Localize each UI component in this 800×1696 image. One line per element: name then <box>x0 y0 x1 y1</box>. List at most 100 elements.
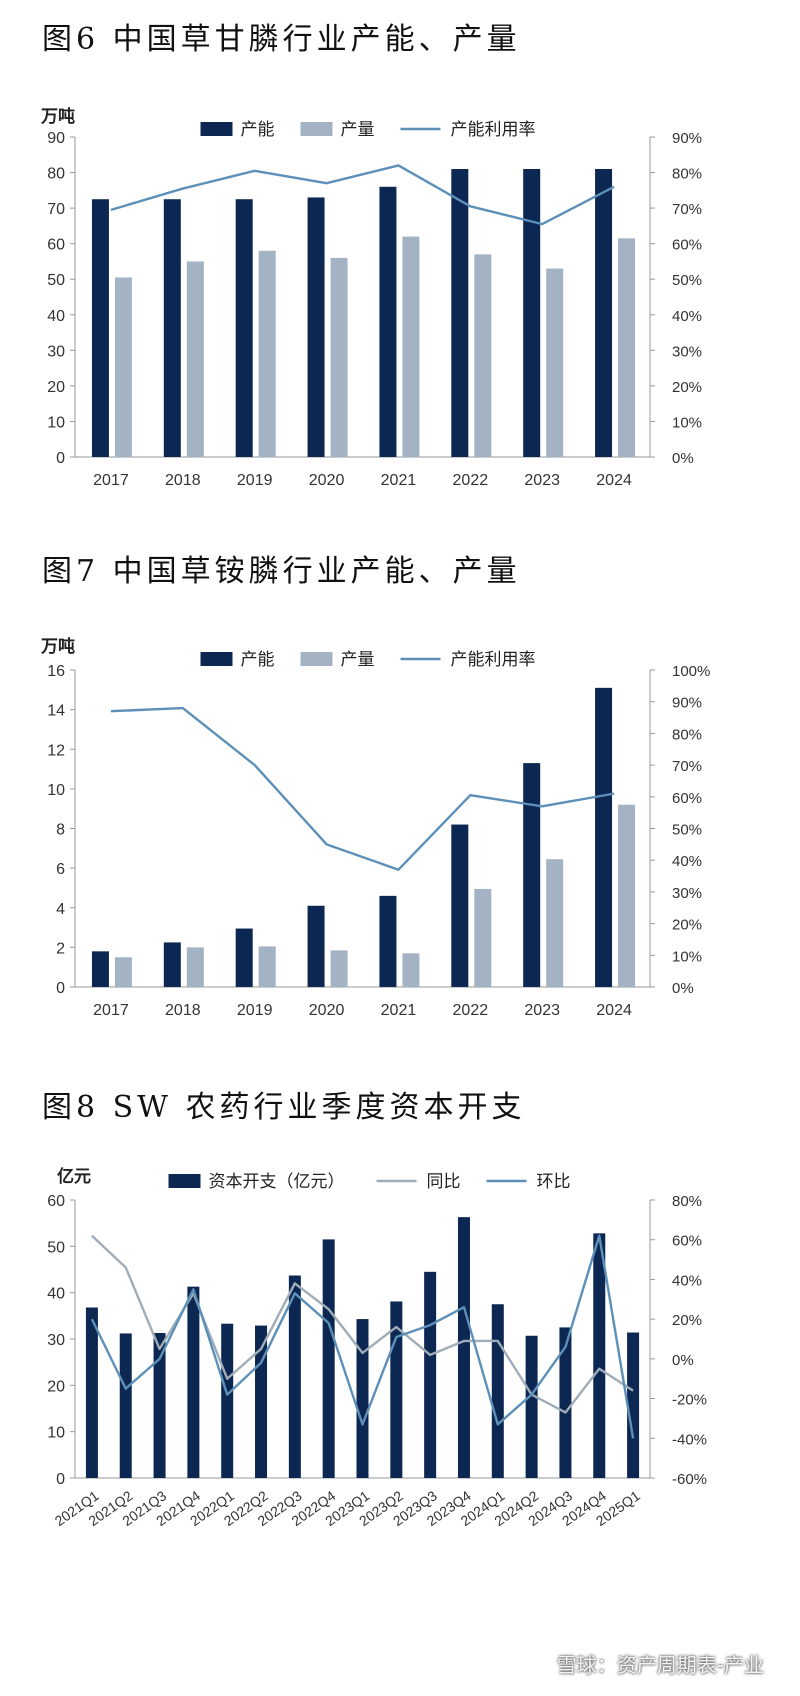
bar-secondary <box>114 277 132 457</box>
legend-swatch <box>300 122 333 136</box>
legend-swatch <box>168 1174 201 1188</box>
figure-8-chart: 亿元 0 10 20 30 40 50 60 -60% -40% -20% 0% 20% 40% 60% 80… <box>47 1166 707 1529</box>
y-tick-label-left: 20 <box>47 1378 65 1395</box>
y-tick-label-right: 80% <box>672 166 702 183</box>
bar-primary <box>451 169 469 457</box>
y-tick-label-left: 14 <box>47 703 65 720</box>
y-tick-label-right: 70% <box>672 201 702 218</box>
y-tick-label-left: 10 <box>47 782 65 799</box>
bar-primary <box>119 1333 132 1478</box>
y-axis-unit-label: 亿元 <box>57 1166 91 1186</box>
bar-primary <box>451 824 469 987</box>
y-tick-label-left: 6 <box>56 861 65 878</box>
y-tick-label-left: 2 <box>56 940 65 957</box>
bar-primary <box>523 169 541 457</box>
figure-7-title: 图7 中国草铵膦行业产能、产量 <box>42 554 521 589</box>
y-tick-label-right: 60% <box>672 237 702 254</box>
bar-primary <box>322 1239 335 1478</box>
bar-secondary <box>474 888 492 987</box>
y-tick-label-right: 0% <box>672 980 694 997</box>
y-tick-label-left: 10 <box>47 1425 65 1442</box>
x-tick-label: 2019 <box>237 472 273 489</box>
y-tick-label-left: 12 <box>47 742 65 759</box>
figure-8-title: 图8 SW 农药行业季度资本开支 <box>42 1090 526 1125</box>
bar-primary <box>91 199 109 457</box>
y-tick-label-left: 70 <box>47 201 65 218</box>
y-tick-label-left: 8 <box>56 822 65 839</box>
y-axis-unit-label: 万吨 <box>40 106 75 126</box>
y-tick-label-right: 30% <box>672 343 702 360</box>
x-tick-label: 2023 <box>524 1002 560 1019</box>
x-tick-label: 2020 <box>309 1002 345 1019</box>
bar-secondary <box>258 946 276 987</box>
bar-primary <box>525 1335 538 1478</box>
legend-swatch <box>200 652 233 666</box>
legend-label: 产量 <box>341 650 375 669</box>
bar-secondary <box>474 254 492 457</box>
bar-primary <box>491 1304 504 1478</box>
bar-primary <box>523 763 541 987</box>
x-tick-label: 2022 <box>453 1002 489 1019</box>
legend-swatch <box>300 652 333 666</box>
bar-primary <box>379 186 397 457</box>
y-tick-label-right: -40% <box>672 1431 707 1448</box>
x-tick-label: 2021 <box>381 1002 417 1019</box>
x-tick-label: 2017 <box>93 472 129 489</box>
y-tick-label-left: 50 <box>47 272 65 289</box>
bar-primary <box>221 1323 234 1478</box>
y-tick-label-left: 16 <box>47 663 65 680</box>
legend-label: 环比 <box>537 1172 571 1191</box>
y-tick-label-left: 60 <box>47 237 65 254</box>
bar-secondary <box>330 950 348 987</box>
bar-primary <box>235 199 253 457</box>
figure-6-chart: 万吨 0 10 20 30 40 50 60 70 80 90 0% 10% 20% 30% 40% 50% 60… <box>40 106 702 489</box>
y-tick-label-right: 90% <box>672 130 702 147</box>
y-tick-label-left: 40 <box>47 1286 65 1303</box>
x-tick-label: 2023 <box>524 472 560 489</box>
legend-label: 产能 <box>241 650 275 669</box>
y-tick-label-right: 60% <box>672 790 702 807</box>
bar-secondary <box>186 261 204 457</box>
y-tick-label-right: 20% <box>672 379 702 396</box>
bar-secondary <box>618 238 636 457</box>
y-tick-label-right: 40% <box>672 1272 702 1289</box>
legend-swatch <box>200 122 233 136</box>
y-tick-label-right: 60% <box>672 1233 702 1250</box>
y-tick-label-left: 80 <box>47 166 65 183</box>
y-tick-label-left: 0 <box>56 980 65 997</box>
bar-primary <box>424 1271 437 1478</box>
legend-label: 同比 <box>427 1172 461 1191</box>
x-tick-label: 2022 <box>453 472 489 489</box>
series-line-2 <box>90 1234 635 1439</box>
bar-primary <box>91 951 109 987</box>
bar-primary <box>307 905 325 987</box>
x-tick-label: 2021 <box>381 472 417 489</box>
y-tick-label-left: 90 <box>47 130 65 147</box>
bar-primary <box>595 169 613 457</box>
y-tick-label-left: 30 <box>47 343 65 360</box>
y-tick-label-right: 40% <box>672 853 702 870</box>
y-tick-label-left: 10 <box>47 414 65 431</box>
bar-primary <box>379 895 397 987</box>
y-tick-label-right: 80% <box>672 726 702 743</box>
bar-primary <box>593 1233 606 1478</box>
bar-secondary <box>546 859 564 987</box>
bar-secondary <box>330 257 348 457</box>
y-tick-label-right: 30% <box>672 885 702 902</box>
bar-secondary <box>258 250 276 457</box>
bar-primary <box>255 1325 268 1478</box>
y-tick-label-left: 60 <box>47 1193 65 1210</box>
x-tick-label: 2024 <box>596 1002 632 1019</box>
y-tick-label-right: 40% <box>672 308 702 325</box>
bar-secondary <box>402 236 420 457</box>
bar-secondary <box>114 957 132 987</box>
bar-primary <box>457 1217 470 1478</box>
legend-label: 产能利用率 <box>451 650 536 669</box>
bar-primary <box>187 1286 200 1478</box>
bar-primary <box>627 1332 640 1478</box>
bar-primary <box>85 1307 98 1478</box>
y-tick-label-right: 10% <box>672 948 702 965</box>
bar-primary <box>163 942 181 987</box>
x-tick-label: 2024 <box>596 472 632 489</box>
bar-secondary <box>186 947 204 987</box>
